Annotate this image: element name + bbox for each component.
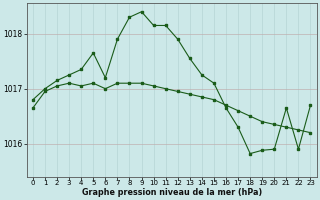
X-axis label: Graphe pression niveau de la mer (hPa): Graphe pression niveau de la mer (hPa) [82,188,262,197]
